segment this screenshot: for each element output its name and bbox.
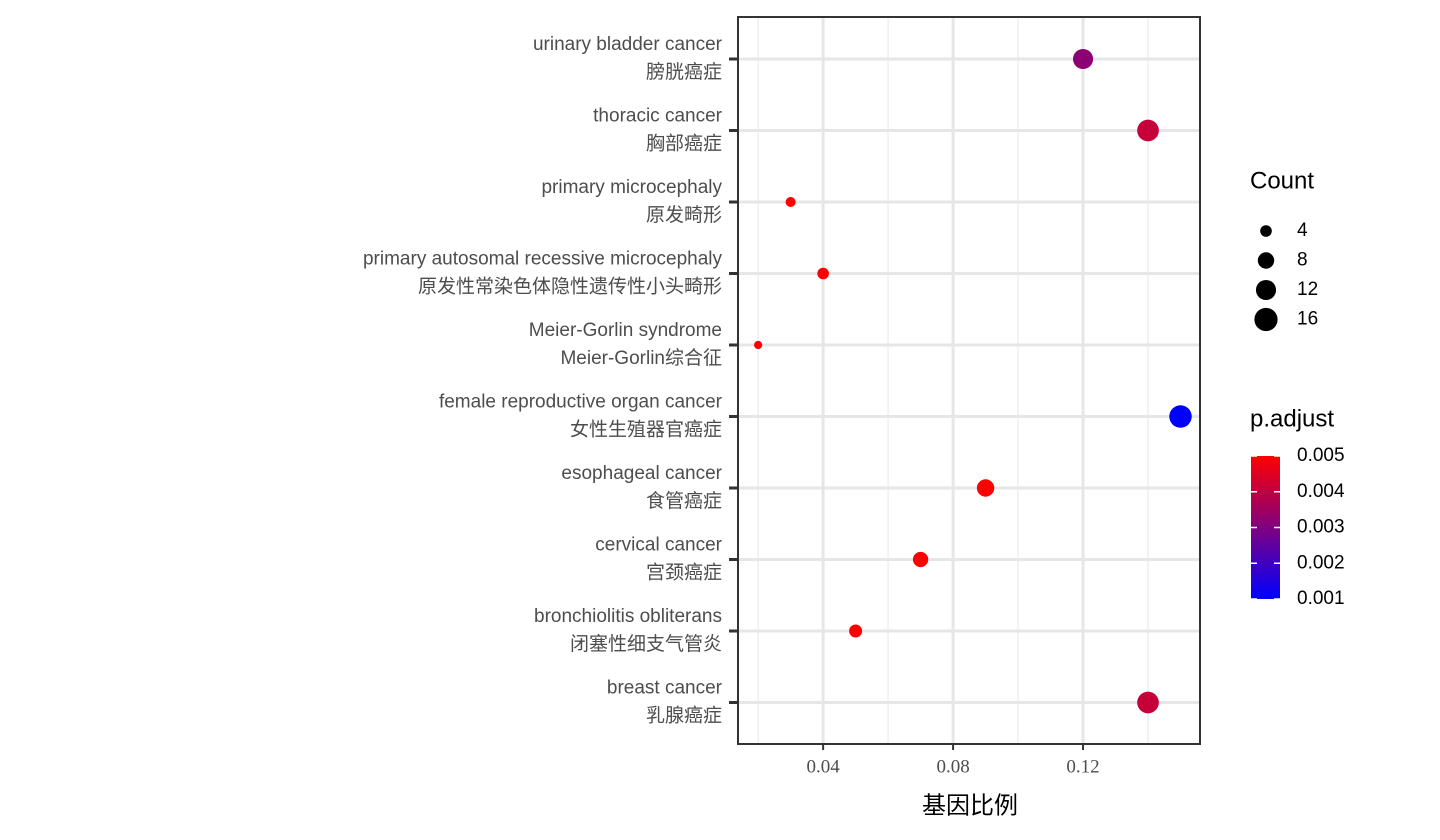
colorbar-label: 0.005 xyxy=(1297,445,1345,466)
size-legend-key xyxy=(1257,252,1275,269)
x-tick-label: 0.04 xyxy=(806,756,840,777)
dot xyxy=(1137,691,1159,714)
color-legend-title: p.adjust xyxy=(1250,405,1334,432)
y-tick-label: primary autosomal recessive microcephaly xyxy=(363,249,723,270)
y-tick-label: 食管癌症 xyxy=(646,490,722,512)
colorbar-label: 0.001 xyxy=(1297,588,1345,609)
colorbar-label: 0.003 xyxy=(1297,517,1345,538)
dot xyxy=(754,340,763,350)
colorbar-label: 0.002 xyxy=(1297,552,1345,573)
y-tick-label: 膀胱癌症 xyxy=(646,61,722,83)
size-legend-key xyxy=(1255,279,1277,301)
dot xyxy=(785,196,796,208)
y-tick-label: esophageal cancer xyxy=(561,463,722,484)
dot xyxy=(817,267,829,280)
dot xyxy=(1072,48,1094,70)
size-legend-label: 16 xyxy=(1297,309,1318,330)
dot xyxy=(849,624,863,638)
y-tick-label: 胸部癌症 xyxy=(646,133,722,155)
y-tick-label: breast cancer xyxy=(607,678,723,699)
size-legend-label: 8 xyxy=(1297,250,1308,271)
size-legend-title: Count xyxy=(1250,167,1314,194)
panel-border xyxy=(737,16,1201,745)
dot xyxy=(912,551,929,568)
y-tick-label: bronchiolitis obliterans xyxy=(534,606,722,627)
dot xyxy=(1169,405,1192,428)
x-axis-title: 基因比例 xyxy=(922,792,1018,819)
y-tick-label: urinary bladder cancer xyxy=(533,34,723,55)
y-tick-label: 闭塞性细支气管炎 xyxy=(570,633,722,655)
y-tick-label: Meier-Gorlin syndrome xyxy=(529,320,722,341)
colorbar-label: 0.004 xyxy=(1297,481,1345,502)
x-tick-label: 0.08 xyxy=(936,756,969,777)
y-tick-label: female reproductive organ cancer xyxy=(439,392,723,413)
y-tick-label: cervical cancer xyxy=(595,535,722,556)
size-legend-key xyxy=(1254,307,1278,332)
size-legend-key xyxy=(1260,225,1272,237)
y-tick-label: 乳腺癌症 xyxy=(646,705,722,727)
y-tick-label: Meier-Gorlin综合征 xyxy=(560,347,722,369)
dot xyxy=(976,479,995,497)
size-legend-label: 4 xyxy=(1297,220,1308,241)
y-tick-label: 原发性常染色体隐性遗传性小头畸形 xyxy=(418,276,722,298)
x-tick-label: 0.12 xyxy=(1066,756,1099,777)
y-tick-label: primary microcephaly xyxy=(541,177,722,198)
y-tick-label: 宫颈癌症 xyxy=(646,562,722,584)
dot xyxy=(1137,119,1159,142)
y-tick-label: 原发畸形 xyxy=(646,204,722,226)
y-tick-label: thoracic cancer xyxy=(593,106,723,127)
size-legend-label: 12 xyxy=(1297,279,1318,300)
y-tick-label: 女性生殖器官癌症 xyxy=(570,419,722,441)
